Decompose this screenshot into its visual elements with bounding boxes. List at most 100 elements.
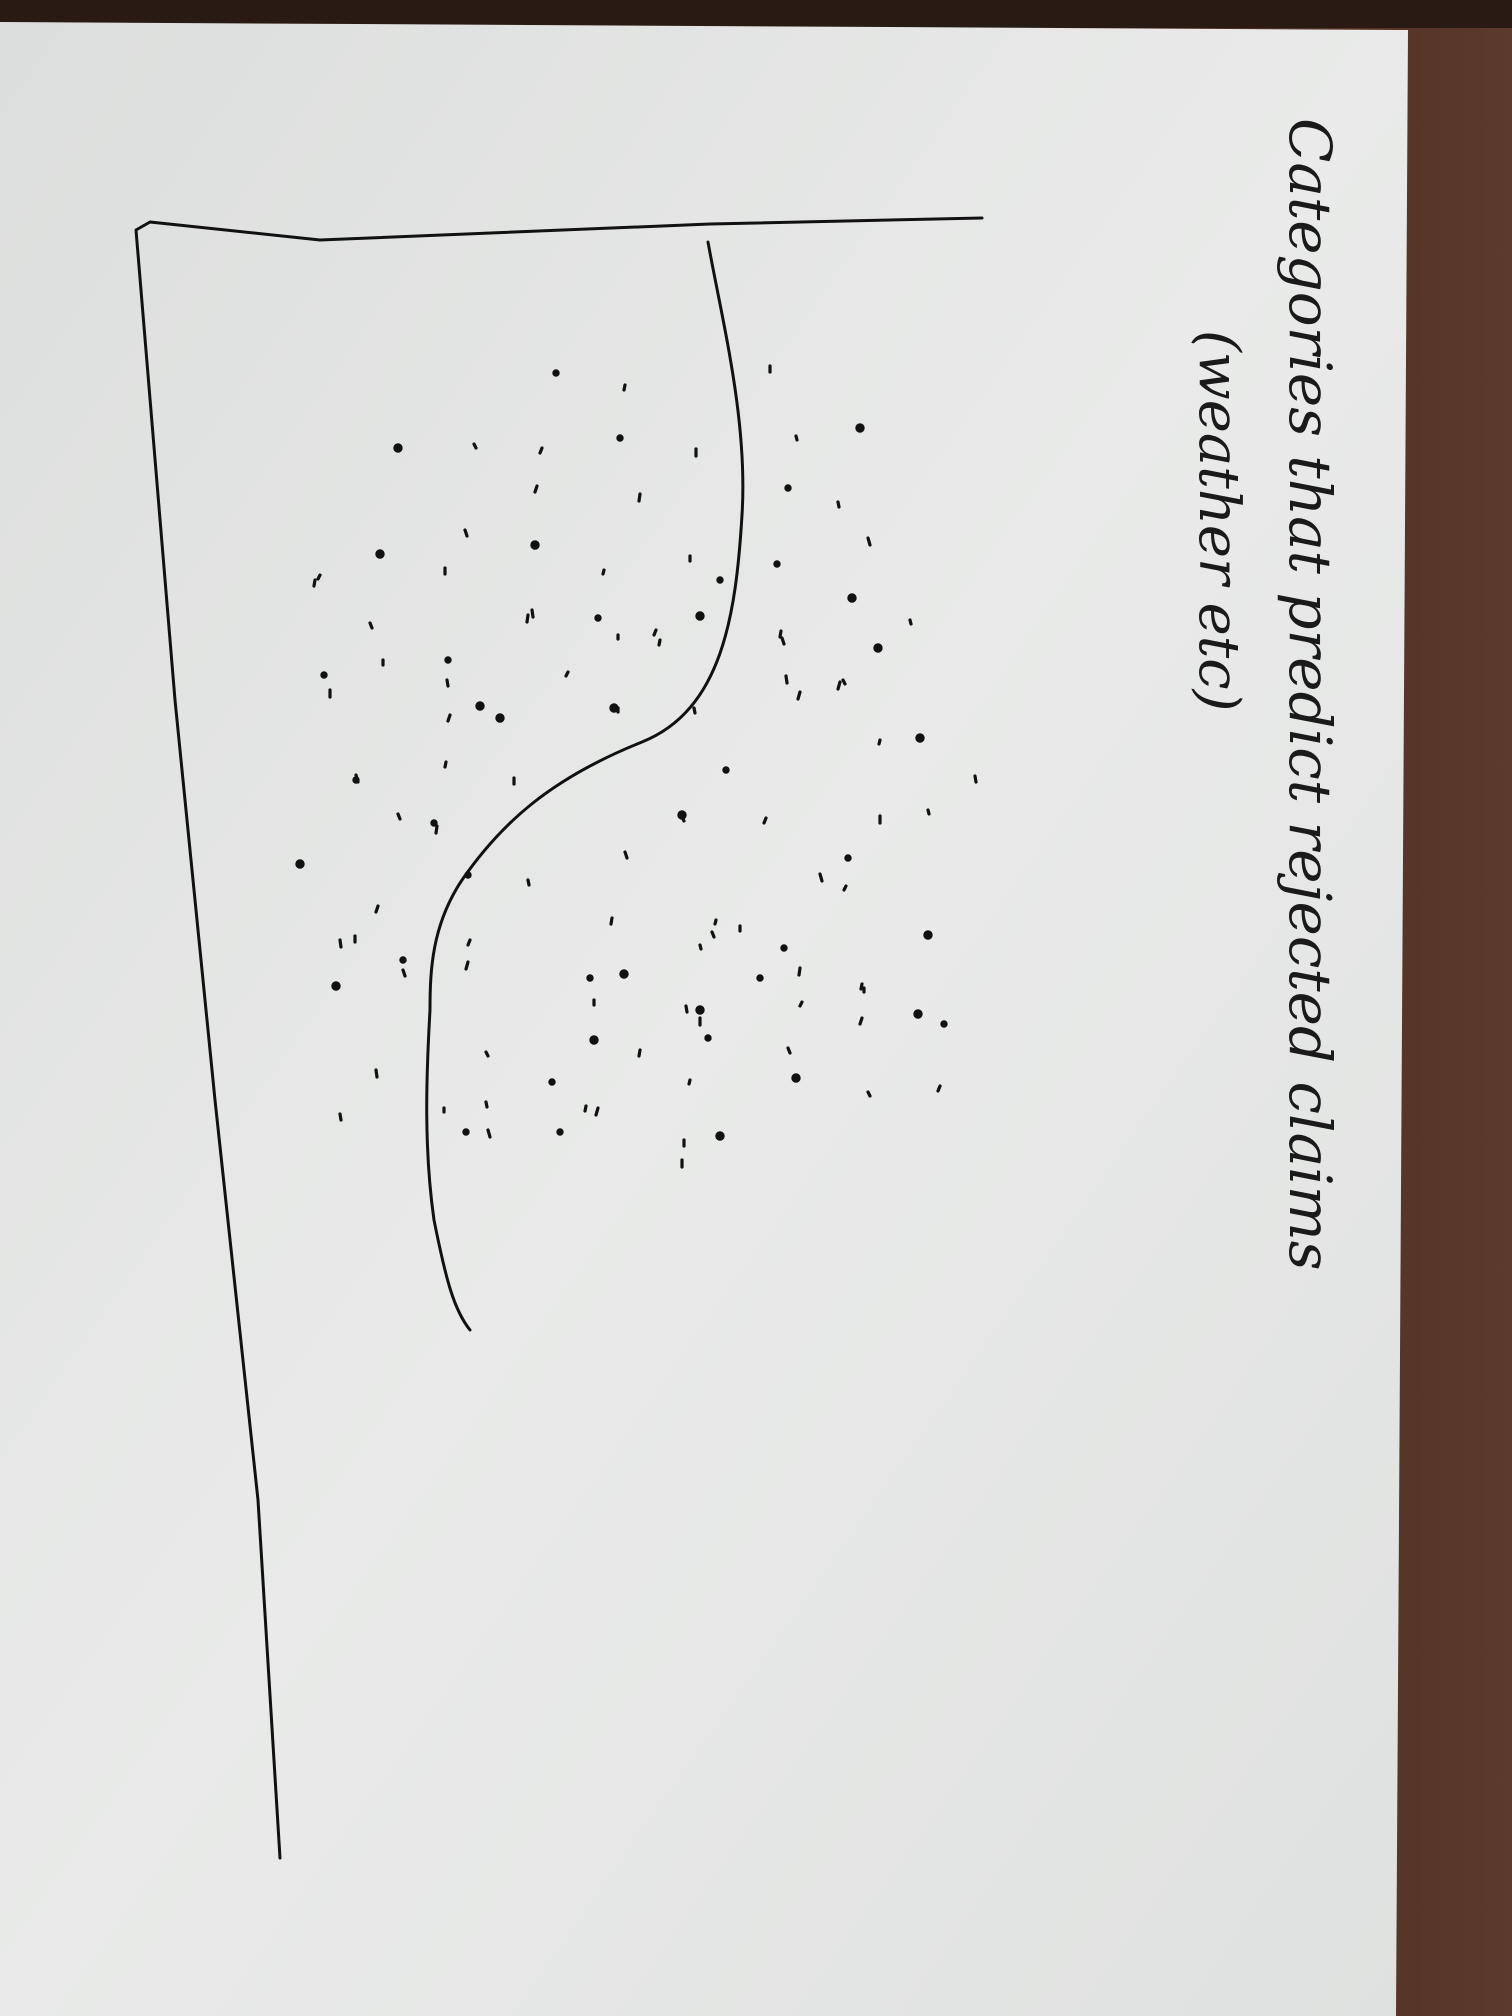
scatter-point <box>877 738 882 746</box>
scatter-point <box>858 1016 864 1026</box>
scatter-point <box>842 884 848 892</box>
scatter-point <box>926 808 931 816</box>
scatter-point <box>847 593 857 603</box>
scatter-point <box>791 1073 801 1083</box>
scatter-point <box>530 608 535 619</box>
scatter-point <box>677 810 687 820</box>
scatter-point <box>915 733 925 743</box>
scatter-point <box>548 1078 556 1086</box>
scatter-point <box>399 956 407 964</box>
scatter-point <box>908 618 913 626</box>
scatter-point <box>583 1104 588 1113</box>
scatter-point <box>637 492 642 503</box>
title-line-2: (weather etc) <box>1186 330 1251 711</box>
scatter-point <box>594 1106 600 1117</box>
scatter-point <box>844 854 852 862</box>
scatter-point <box>780 944 788 952</box>
scatter-point <box>374 904 380 914</box>
scatter-point <box>486 1128 492 1139</box>
scatter-point <box>338 938 343 949</box>
scatter-point <box>836 680 842 691</box>
scatter-point <box>434 824 439 835</box>
scatter-point <box>484 1100 489 1109</box>
scatter-point <box>762 816 768 825</box>
scatter-point <box>710 930 716 939</box>
scatter-point <box>338 1112 343 1122</box>
y-axis-line <box>134 216 984 1860</box>
scatter-point <box>784 674 789 685</box>
scatter-point <box>320 671 328 679</box>
scatter-point <box>873 643 883 653</box>
scatter-point <box>855 423 865 433</box>
scatter-point <box>973 774 978 784</box>
scatter-point <box>464 960 470 971</box>
scatter-point <box>687 1078 692 1086</box>
title-line-1: Categories that predict rejected claims <box>1276 118 1344 1270</box>
scatter-point <box>836 500 841 509</box>
scatter-point <box>368 621 374 630</box>
scatter-point <box>713 918 718 926</box>
scatter-point <box>859 982 864 991</box>
scatter-point <box>698 943 703 951</box>
scatter-point <box>589 1035 599 1045</box>
scatter-point <box>530 540 540 550</box>
scatter-point <box>312 578 317 588</box>
scatter-points <box>295 364 978 1169</box>
scatter-point <box>466 938 472 947</box>
scatter-point <box>484 1050 490 1058</box>
scatter-point <box>396 812 402 821</box>
scatter-point <box>797 966 802 977</box>
scatter-point <box>784 484 792 492</box>
scatter-point <box>657 638 662 647</box>
scatter-point <box>586 974 594 982</box>
scatter-point <box>704 1034 712 1042</box>
scatter-point <box>475 701 485 711</box>
scatter-point <box>526 878 531 887</box>
scatter-point <box>354 773 360 784</box>
scatter-point <box>940 1020 948 1028</box>
scatter-point <box>533 484 539 494</box>
scatter-point <box>695 611 705 621</box>
scatter-point <box>446 713 452 723</box>
scatter-point <box>798 1000 804 1008</box>
scatter-point <box>684 1004 689 1014</box>
scatter-point <box>695 1005 705 1015</box>
decision-boundary-curve <box>425 240 745 1332</box>
scatter-point <box>623 850 629 860</box>
scatter-point <box>778 629 783 639</box>
scatter-point <box>564 670 570 678</box>
scatter-point <box>692 706 697 715</box>
scatter-point <box>538 446 544 455</box>
scatter-point <box>716 576 724 584</box>
scatter-point <box>652 628 658 637</box>
scatter-point <box>609 703 619 713</box>
scatter-point <box>722 766 730 774</box>
scatter-point <box>715 1131 725 1141</box>
scatter-point <box>556 1128 564 1136</box>
scatter-point <box>622 383 627 392</box>
scatter-point <box>619 969 629 979</box>
scatter-point <box>443 760 448 769</box>
paper-sheet <box>0 22 1408 2016</box>
scatter-point <box>393 443 403 453</box>
scatter-point <box>794 434 799 442</box>
scatter-point <box>594 614 602 622</box>
scatter-point <box>756 974 764 982</box>
scatter-point <box>295 859 305 869</box>
scatter-point <box>866 536 872 547</box>
scatter-point <box>401 968 407 978</box>
scatter-point <box>913 1009 923 1019</box>
scatter-point <box>331 981 341 991</box>
scatter-point <box>444 656 452 664</box>
scatter-point <box>818 872 824 883</box>
scatter-point <box>637 1048 642 1058</box>
scatter-point <box>601 568 606 576</box>
scatter-point <box>866 1090 872 1098</box>
scatter-point <box>316 573 322 581</box>
scatter-point <box>773 560 781 568</box>
scatter-point <box>445 678 450 688</box>
scatter-point <box>525 613 530 624</box>
scatter-point <box>375 549 385 559</box>
scatter-point <box>374 1068 379 1079</box>
